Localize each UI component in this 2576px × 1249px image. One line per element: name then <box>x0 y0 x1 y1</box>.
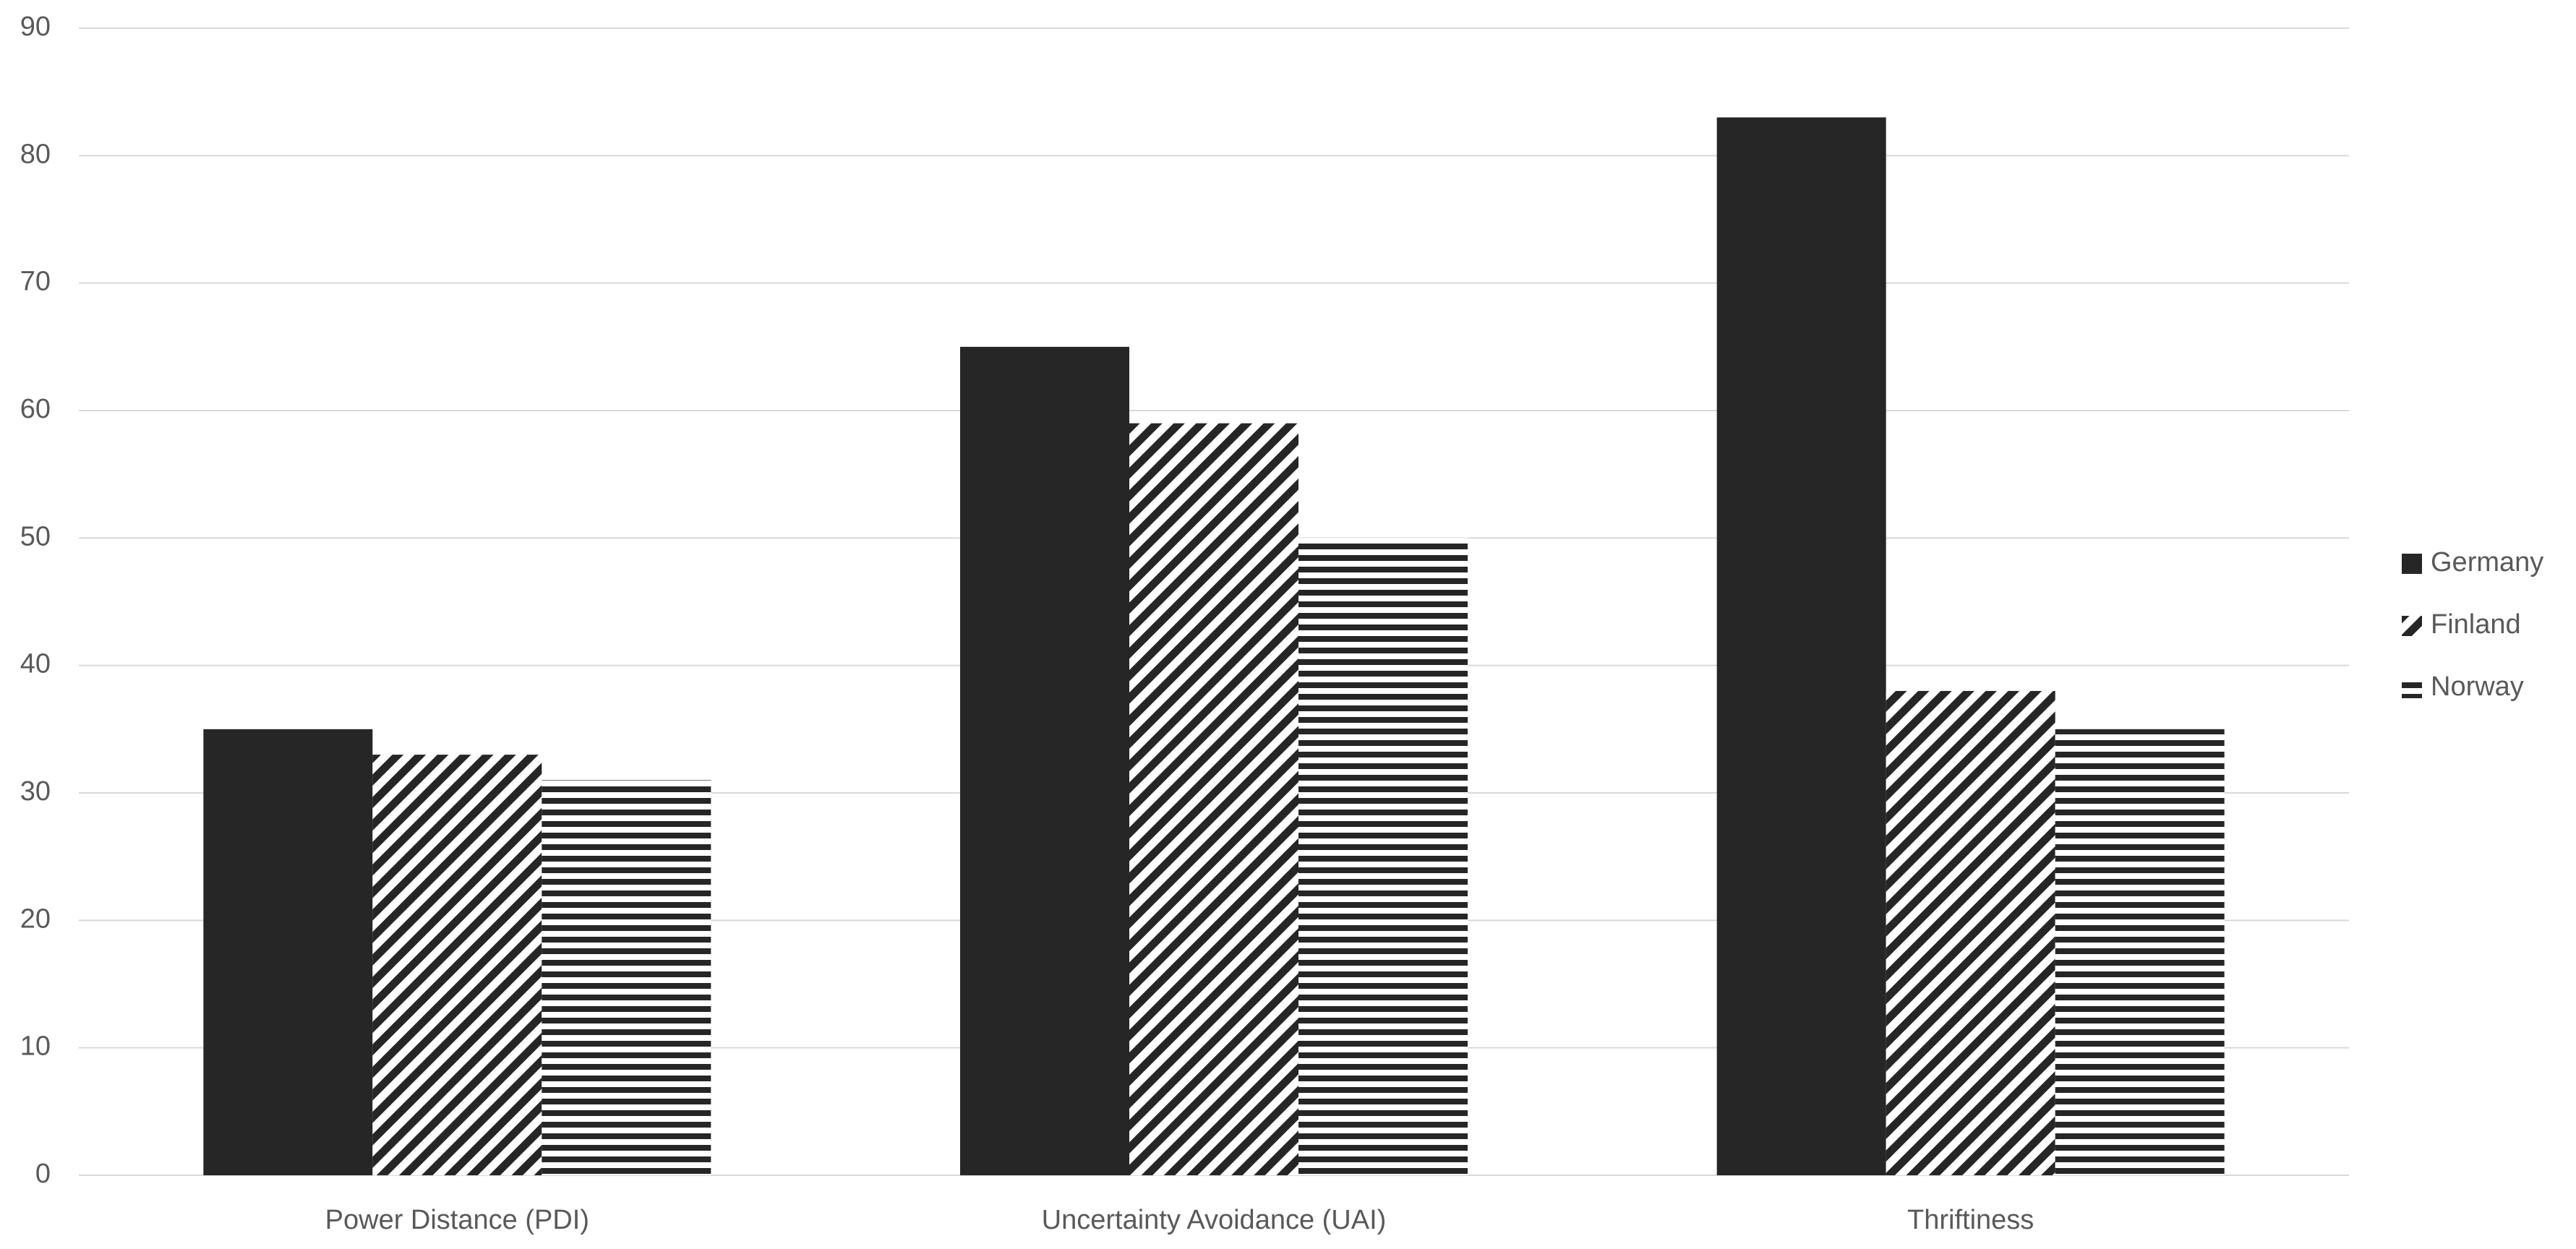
legend-label: Finland <box>2431 609 2521 640</box>
x-tick-label: Power Distance (PDI) <box>325 1205 589 1235</box>
legend-label: Germany <box>2431 547 2543 578</box>
y-tick-label: 30 <box>20 776 51 807</box>
x-tick-label: Thriftiness <box>1907 1205 2034 1235</box>
bar <box>1129 423 1298 1176</box>
bar <box>2055 729 2225 1175</box>
bar <box>542 780 711 1175</box>
y-tick-label: 60 <box>20 394 51 424</box>
legend-label: Norway <box>2431 671 2524 702</box>
legend-swatch <box>2402 678 2422 698</box>
y-tick-label: 0 <box>35 1159 51 1189</box>
bar <box>960 346 1129 1175</box>
bar <box>372 755 542 1175</box>
legend-swatch <box>2402 616 2422 636</box>
y-tick-label: 50 <box>20 521 51 551</box>
y-tick-label: 70 <box>20 267 51 297</box>
y-tick-label: 80 <box>20 139 51 169</box>
y-tick-label: 20 <box>20 904 51 934</box>
y-tick-label: 40 <box>20 649 51 679</box>
bar <box>1886 690 2055 1175</box>
y-tick-label: 90 <box>20 12 51 42</box>
bar <box>203 729 373 1175</box>
y-tick-label: 10 <box>20 1031 51 1062</box>
x-tick-label: Uncertainty Avoidance (UAI) <box>1042 1205 1387 1235</box>
legend-swatch <box>2402 554 2422 574</box>
bar <box>1298 538 1468 1175</box>
bar <box>1716 117 1886 1175</box>
